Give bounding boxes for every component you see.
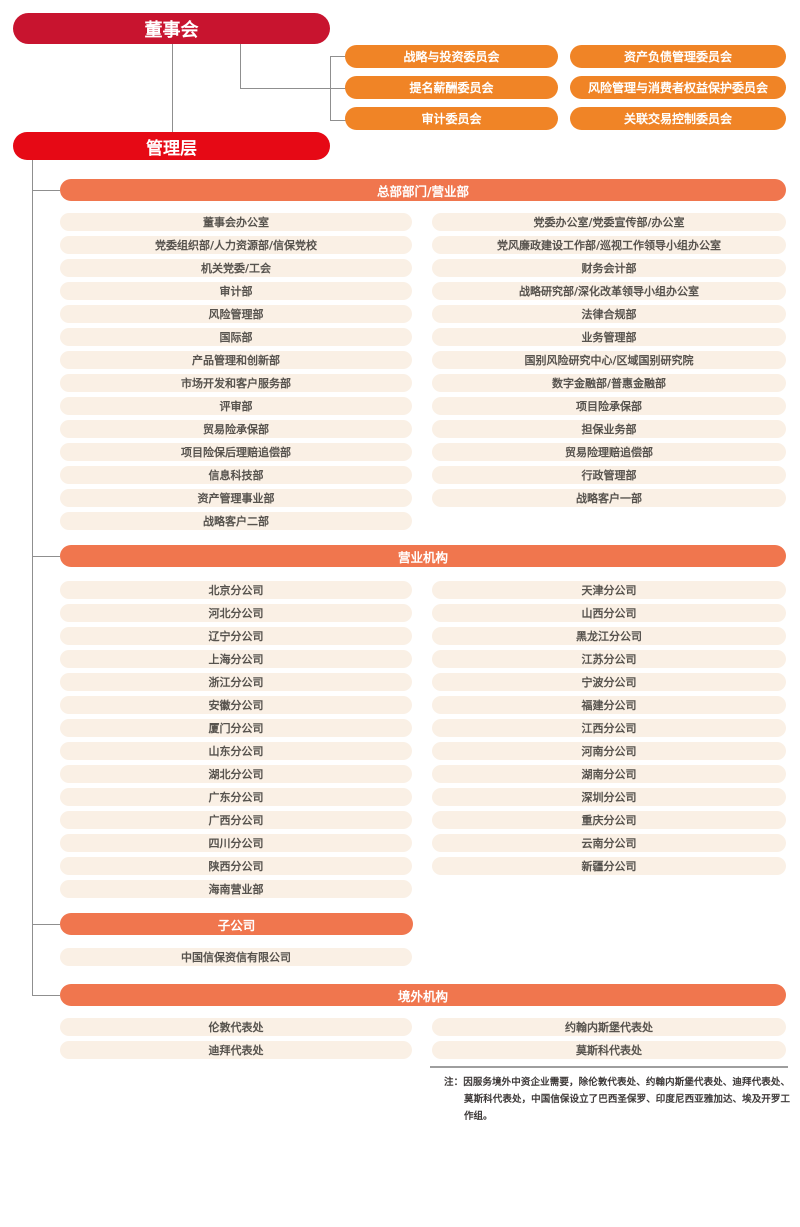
department-box: 党委组织部/人力资源部/信保党校	[60, 236, 412, 254]
department-box: 财务会计部	[432, 259, 786, 277]
department-box: 审计部	[60, 282, 412, 300]
hq-department-list-right: 党委办公室/党委宣传部/办公室 党风廉政建设工作部/巡视工作领导小组办公室 财务会计…	[432, 213, 786, 507]
overseas-list-left: 伦敦代表处迪拜代表处	[60, 1018, 412, 1059]
department-box: 产品管理和创新部	[60, 351, 412, 369]
branch-list-left: 北京分公司河北分公司辽宁分公司上海分公司浙江分公司安徽分公司厦门分公司山东分公司…	[60, 581, 412, 898]
branch-box: 安徽分公司	[60, 696, 412, 714]
committee-box: 提名薪酬委员会	[345, 76, 558, 99]
department-box: 战略客户二部	[60, 512, 412, 530]
department-box: 信息科技部	[60, 466, 412, 484]
connector-committees-horizontal	[240, 88, 331, 89]
branch-box: 山东分公司	[60, 742, 412, 760]
branch-box: 广东分公司	[60, 788, 412, 806]
branch-box: 广西分公司	[60, 811, 412, 829]
department-box: 担保业务部	[432, 420, 786, 438]
section-header-headquarters: 总部部门/营业部	[60, 179, 786, 201]
department-box: 资产管理事业部	[60, 489, 412, 507]
branch-box: 北京分公司	[60, 581, 412, 599]
branch-box: 海南营业部	[60, 880, 412, 898]
overseas-office-box: 约翰内斯堡代表处	[432, 1018, 786, 1036]
branch-box: 江西分公司	[432, 719, 786, 737]
branch-box: 上海分公司	[60, 650, 412, 668]
footnote: 注：因服务境外中资企业需要，除伦敦代表处、约翰内斯堡代表处、迪拜代表处、莫斯科代…	[444, 1077, 790, 1122]
department-box: 数字金融部/普惠金融部	[432, 374, 786, 392]
branch-box: 河北分公司	[60, 604, 412, 622]
section-header-overseas: 境外机构	[60, 984, 786, 1006]
department-box: 项目险承保部	[432, 397, 786, 415]
department-box: 业务管理部	[432, 328, 786, 346]
department-box: 机关党委/工会	[60, 259, 412, 277]
department-box: 国别风险研究中心/区域国别研究院	[432, 351, 786, 369]
committee-box: 关联交易控制委员会	[570, 107, 786, 130]
branch-box: 深圳分公司	[432, 788, 786, 806]
management-box: 管理层	[13, 132, 330, 160]
department-box: 市场开发和客户服务部	[60, 374, 412, 392]
branch-box: 宁波分公司	[432, 673, 786, 691]
committee-list: 战略与投资委员会 资产负债管理委员会 提名薪酬委员会 风险管理与消费者权益保护委员会审…	[345, 45, 786, 130]
department-box: 风险管理部	[60, 305, 412, 323]
branch-box: 厦门分公司	[60, 719, 412, 737]
branch-list-right: 天津分公司山西分公司黑龙江分公司 江苏分公司宁波分公司福建分公司江西分公司河南分公…	[432, 581, 786, 875]
overseas-list-right: 约翰内斯堡代表处 莫斯科代表处	[432, 1018, 786, 1059]
connector-stub-subsidiaries	[32, 924, 60, 925]
connector-left-spine	[32, 160, 33, 995]
subsidiary-list: 中国信保资信有限公司	[60, 948, 412, 966]
branch-box: 四川分公司	[60, 834, 412, 852]
department-box: 党委办公室/党委宣传部/办公室	[432, 213, 786, 231]
department-box: 项目险保后理赔追偿部	[60, 443, 412, 461]
branch-box: 浙江分公司	[60, 673, 412, 691]
branch-box: 辽宁分公司	[60, 627, 412, 645]
department-box: 董事会办公室	[60, 213, 412, 231]
branch-box: 福建分公司	[432, 696, 786, 714]
branch-box: 湖北分公司	[60, 765, 412, 783]
branch-box: 河南分公司	[432, 742, 786, 760]
subsidiary-box: 中国信保资信有限公司	[60, 948, 412, 966]
department-box: 国际部	[60, 328, 412, 346]
department-box: 法律合规部	[432, 305, 786, 323]
branch-box: 云南分公司	[432, 834, 786, 852]
department-box: 贸易险承保部	[60, 420, 412, 438]
committee-box: 战略与投资委员会	[345, 45, 558, 68]
branch-box: 新疆分公司	[432, 857, 786, 875]
branch-box: 陕西分公司	[60, 857, 412, 875]
department-box: 评审部	[60, 397, 412, 415]
connector-committee-stub-3	[330, 120, 346, 121]
connector-stub-overseas	[32, 995, 60, 996]
branch-box: 山西分公司	[432, 604, 786, 622]
committee-box: 审计委员会	[345, 107, 558, 130]
connector-stub-branches	[32, 556, 60, 557]
committee-box: 风险管理与消费者权益保护委员会	[570, 76, 786, 99]
connector-stub-hq	[32, 190, 60, 191]
section-header-subsidiaries: 子公司	[60, 913, 413, 935]
overseas-office-box: 迪拜代表处	[60, 1041, 412, 1059]
note-divider	[430, 1066, 788, 1068]
branch-box: 湖南分公司	[432, 765, 786, 783]
connector-board-committees-vertical	[240, 44, 241, 89]
board-box: 董事会	[13, 13, 330, 44]
section-header-branches: 营业机构	[60, 545, 786, 567]
department-box: 行政管理部	[432, 466, 786, 484]
department-box: 战略客户一部	[432, 489, 786, 507]
connector-board-management	[172, 44, 173, 133]
department-box: 党风廉政建设工作部/巡视工作领导小组办公室	[432, 236, 786, 254]
committee-box: 资产负债管理委员会	[570, 45, 786, 68]
branch-box: 江苏分公司	[432, 650, 786, 668]
overseas-office-box: 莫斯科代表处	[432, 1041, 786, 1059]
branch-box: 重庆分公司	[432, 811, 786, 829]
department-box: 贸易险理赔追偿部	[432, 443, 786, 461]
branch-box: 黑龙江分公司	[432, 627, 786, 645]
connector-committee-stub-1	[330, 56, 346, 57]
connector-committee-stub-2	[330, 88, 346, 89]
hq-department-list-left: 董事会办公室 党委组织部/人力资源部/信保党校 机关党委/工会 审计部风险管理部国际部…	[60, 213, 412, 530]
department-box: 战略研究部/深化改革领导小组办公室	[432, 282, 786, 300]
branch-box: 天津分公司	[432, 581, 786, 599]
overseas-office-box: 伦敦代表处	[60, 1018, 412, 1036]
